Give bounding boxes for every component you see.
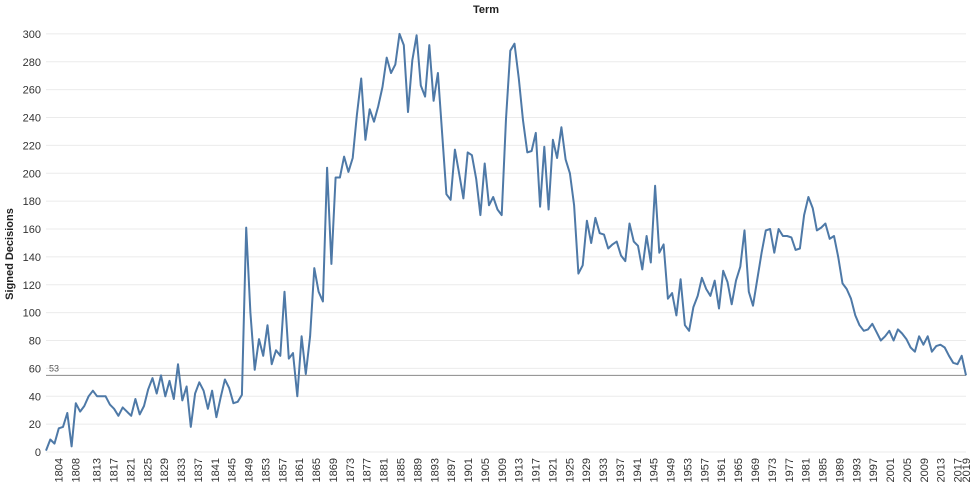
x-tick-label: 1945 xyxy=(649,458,661,482)
x-tick-label: 1837 xyxy=(193,458,205,482)
x-tick-label: 1973 xyxy=(767,458,779,482)
x-tick-label: 1857 xyxy=(277,458,289,482)
x-tick-label: 1929 xyxy=(581,458,593,482)
x-tick-label: 1808 xyxy=(71,458,83,482)
x-tick-label: 1813 xyxy=(92,458,104,482)
y-tick-label: 60 xyxy=(29,363,41,375)
x-tick-label: 1933 xyxy=(598,458,610,482)
x-tick-label: 1885 xyxy=(395,458,407,482)
x-tick-label: 1873 xyxy=(345,458,357,482)
x-axis-ticks: 1804 1808 1813 1817 1821 1825 1829 1833 1837 1841… xyxy=(54,458,972,482)
y-tick-label: 200 xyxy=(23,168,41,180)
x-tick-label: 1897 xyxy=(446,458,458,482)
x-tick-label: 1913 xyxy=(514,458,526,482)
x-tick-label: 1989 xyxy=(834,458,846,482)
x-tick-label: 1861 xyxy=(294,458,306,482)
x-tick-label: 1821 xyxy=(125,458,137,482)
x-tick-label: 2005 xyxy=(902,458,914,482)
x-tick-label: 1865 xyxy=(311,458,323,482)
x-tick-label: 1997 xyxy=(868,458,880,482)
y-tick-label: 180 xyxy=(23,196,41,208)
x-tick-label: 2019 xyxy=(961,458,972,482)
x-tick-label: 2009 xyxy=(919,458,931,482)
x-tick-label: 1817 xyxy=(109,458,121,482)
x-tick-label: 1957 xyxy=(699,458,711,482)
y-axis-ticks: 0 20 40 60 80 100 120 140 160 180 200 220 240 260 280 3… xyxy=(23,29,41,459)
x-tick-label: 1961 xyxy=(716,458,728,482)
series-line-group xyxy=(45,32,967,451)
y-tick-label: 20 xyxy=(29,419,41,431)
y-tick-label: 140 xyxy=(23,252,41,264)
x-tick-label: 1893 xyxy=(429,458,441,482)
x-tick-label: 2001 xyxy=(885,458,897,482)
series-line xyxy=(45,32,967,451)
x-tick-label: 1969 xyxy=(750,458,762,482)
y-tick-label: 40 xyxy=(29,391,41,403)
y-tick-label: 240 xyxy=(23,113,41,125)
x-tick-label: 1901 xyxy=(463,458,475,482)
x-tick-label: 1993 xyxy=(851,458,863,482)
x-tick-label: 2017 xyxy=(953,458,965,482)
y-tick-label: 300 xyxy=(23,29,41,41)
x-tick-label: 1925 xyxy=(564,458,576,482)
x-tick-label: 1917 xyxy=(531,458,543,482)
x-tick-label: 1965 xyxy=(733,458,745,482)
x-tick-label: 1977 xyxy=(784,458,796,482)
x-tick-label: 1829 xyxy=(159,458,171,482)
reference-line: 53 xyxy=(46,363,966,376)
x-tick-label: 1941 xyxy=(632,458,644,482)
y-tick-label: 260 xyxy=(23,85,41,97)
x-tick-label: 1853 xyxy=(260,458,272,482)
x-tick-label: 1905 xyxy=(480,458,492,482)
chart-title: Term xyxy=(472,4,500,16)
x-tick-label: 1881 xyxy=(379,458,391,482)
gridlines xyxy=(46,33,966,453)
x-tick-label: 1949 xyxy=(666,458,678,482)
x-tick-label: 1909 xyxy=(497,458,509,482)
x-tick-label: 1849 xyxy=(244,458,256,482)
y-tick-label: 80 xyxy=(29,336,41,348)
x-tick-label: 1981 xyxy=(801,458,813,482)
y-tick-label: 120 xyxy=(23,280,41,292)
x-tick-label: 1833 xyxy=(176,458,188,482)
x-tick-label: 1877 xyxy=(362,458,374,482)
y-tick-label: 160 xyxy=(23,224,41,236)
x-tick-label: 1845 xyxy=(227,458,239,482)
x-tick-label: 1869 xyxy=(328,458,340,482)
x-tick-label: 1921 xyxy=(547,458,559,482)
x-tick-label: 1841 xyxy=(210,458,222,482)
x-tick-label: 1825 xyxy=(142,458,154,482)
y-tick-label: 280 xyxy=(23,57,41,69)
x-tick-label: 1804 xyxy=(54,458,66,482)
x-tick-label: 1937 xyxy=(615,458,627,482)
x-tick-label: 1889 xyxy=(412,458,424,482)
y-tick-label: 220 xyxy=(23,140,41,152)
reference-line-label: 53 xyxy=(49,363,59,373)
x-tick-label: 1953 xyxy=(682,458,694,482)
x-tick-label: 1985 xyxy=(818,458,830,482)
y-tick-label: 100 xyxy=(23,308,41,320)
x-tick-label: 2013 xyxy=(936,458,948,482)
y-tick-label: 0 xyxy=(35,447,41,459)
